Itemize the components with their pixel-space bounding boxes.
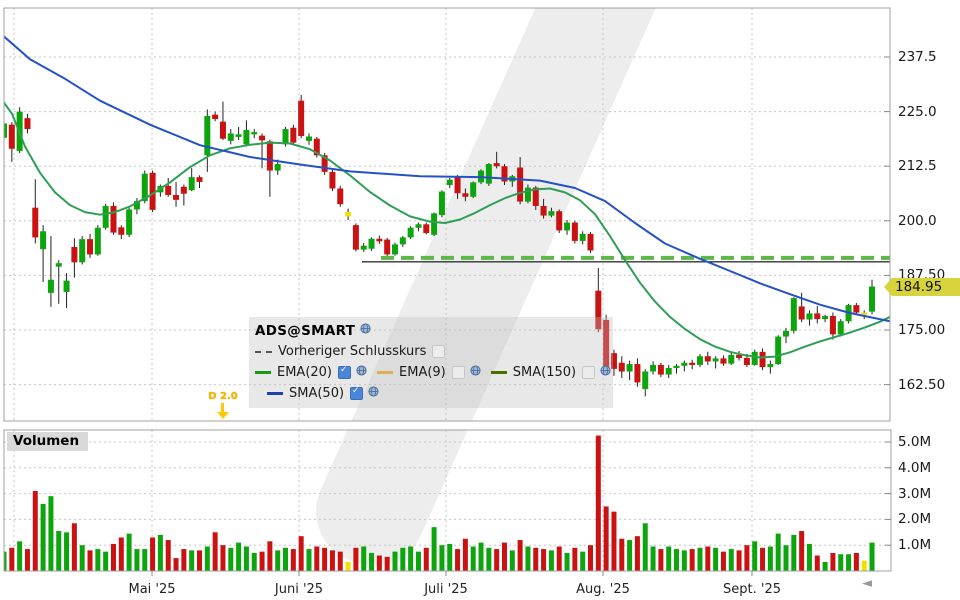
pan-left-arrow-icon[interactable]: ◄ — [862, 576, 872, 591]
dividend-arrow-stem — [221, 403, 225, 412]
date-axis-month-label: Sept. '25 — [723, 582, 781, 597]
globe-icon[interactable] — [360, 323, 371, 338]
volume-axis-tick-label: 4.0M — [898, 459, 932, 476]
ema20-checkbox[interactable] — [338, 365, 352, 379]
sma50-line — [4, 35, 890, 323]
axis-ticks — [151, 56, 891, 576]
chart-legend: ADS@SMART Vorheriger Schlusskurs EMA(20)… — [249, 317, 613, 408]
date-axis-month-label: Juli '25 — [424, 582, 468, 597]
volume-axis-tick-label: 5.0M — [898, 434, 932, 450]
price-axis-tick-label: 237.5 — [898, 49, 937, 65]
sma150-globe-icon[interactable] — [600, 365, 611, 380]
sma50-globe-icon[interactable] — [368, 386, 379, 401]
sma50-label: SMA(50) — [289, 386, 345, 401]
last-price-tag: 184.95 — [884, 278, 960, 296]
sma50-checkbox[interactable] — [350, 386, 364, 400]
dividend-marker: D 2.0 — [200, 391, 246, 419]
price-axis-tick-label: 175.00 — [898, 322, 946, 338]
sma50-swatch — [267, 392, 283, 395]
watermark-logo — [316, 8, 660, 421]
date-axis-month-label: Mai '25 — [128, 582, 176, 597]
gridlines — [4, 8, 891, 571]
ema20-swatch — [255, 371, 271, 374]
prev-close-label: Vorheriger Schlusskurs — [278, 344, 427, 359]
ema20-globe-icon[interactable] — [356, 365, 367, 380]
price-axis-tick-label: 200.0 — [898, 212, 937, 229]
ema9-label: EMA(9) — [399, 365, 446, 380]
price-axis-tick-label: 225.0 — [898, 103, 937, 120]
ema20-line — [4, 101, 890, 359]
sma150-label: SMA(150) — [512, 365, 577, 380]
ema9-swatch — [377, 371, 394, 374]
volume-series — [4, 435, 875, 571]
price-tag-arrow-icon — [884, 278, 892, 296]
volume-axis-tick-label: 2.0M — [898, 511, 932, 528]
sma150-checkbox[interactable] — [582, 366, 596, 379]
volume-axis-tick-label: 3.0M — [898, 485, 932, 502]
prev-close-line-swatch — [255, 350, 272, 353]
volume-axis-tick-label: 1.0M — [898, 537, 932, 554]
last-price-value: 184.95 — [895, 279, 943, 295]
dividend-arrow-icon — [216, 412, 229, 419]
sma150-swatch — [490, 371, 507, 374]
ema9-checkbox[interactable] — [451, 366, 465, 379]
prev-close-checkbox[interactable] — [432, 345, 446, 358]
dividend-marker-label: D 2.0 — [208, 391, 238, 402]
instrument-title: ADS@SMART — [255, 322, 356, 339]
price-axis-tick-label: 162.50 — [898, 376, 946, 393]
date-axis-month-label: Aug. '25 — [576, 582, 630, 597]
price-axis-tick-label: 212.5 — [898, 158, 937, 175]
ema20-label: EMA(20) — [277, 365, 333, 380]
volume-panel-title: Volumen — [7, 432, 89, 451]
ema9-globe-icon[interactable] — [470, 365, 481, 380]
date-axis-month-label: Juni '25 — [274, 582, 324, 597]
